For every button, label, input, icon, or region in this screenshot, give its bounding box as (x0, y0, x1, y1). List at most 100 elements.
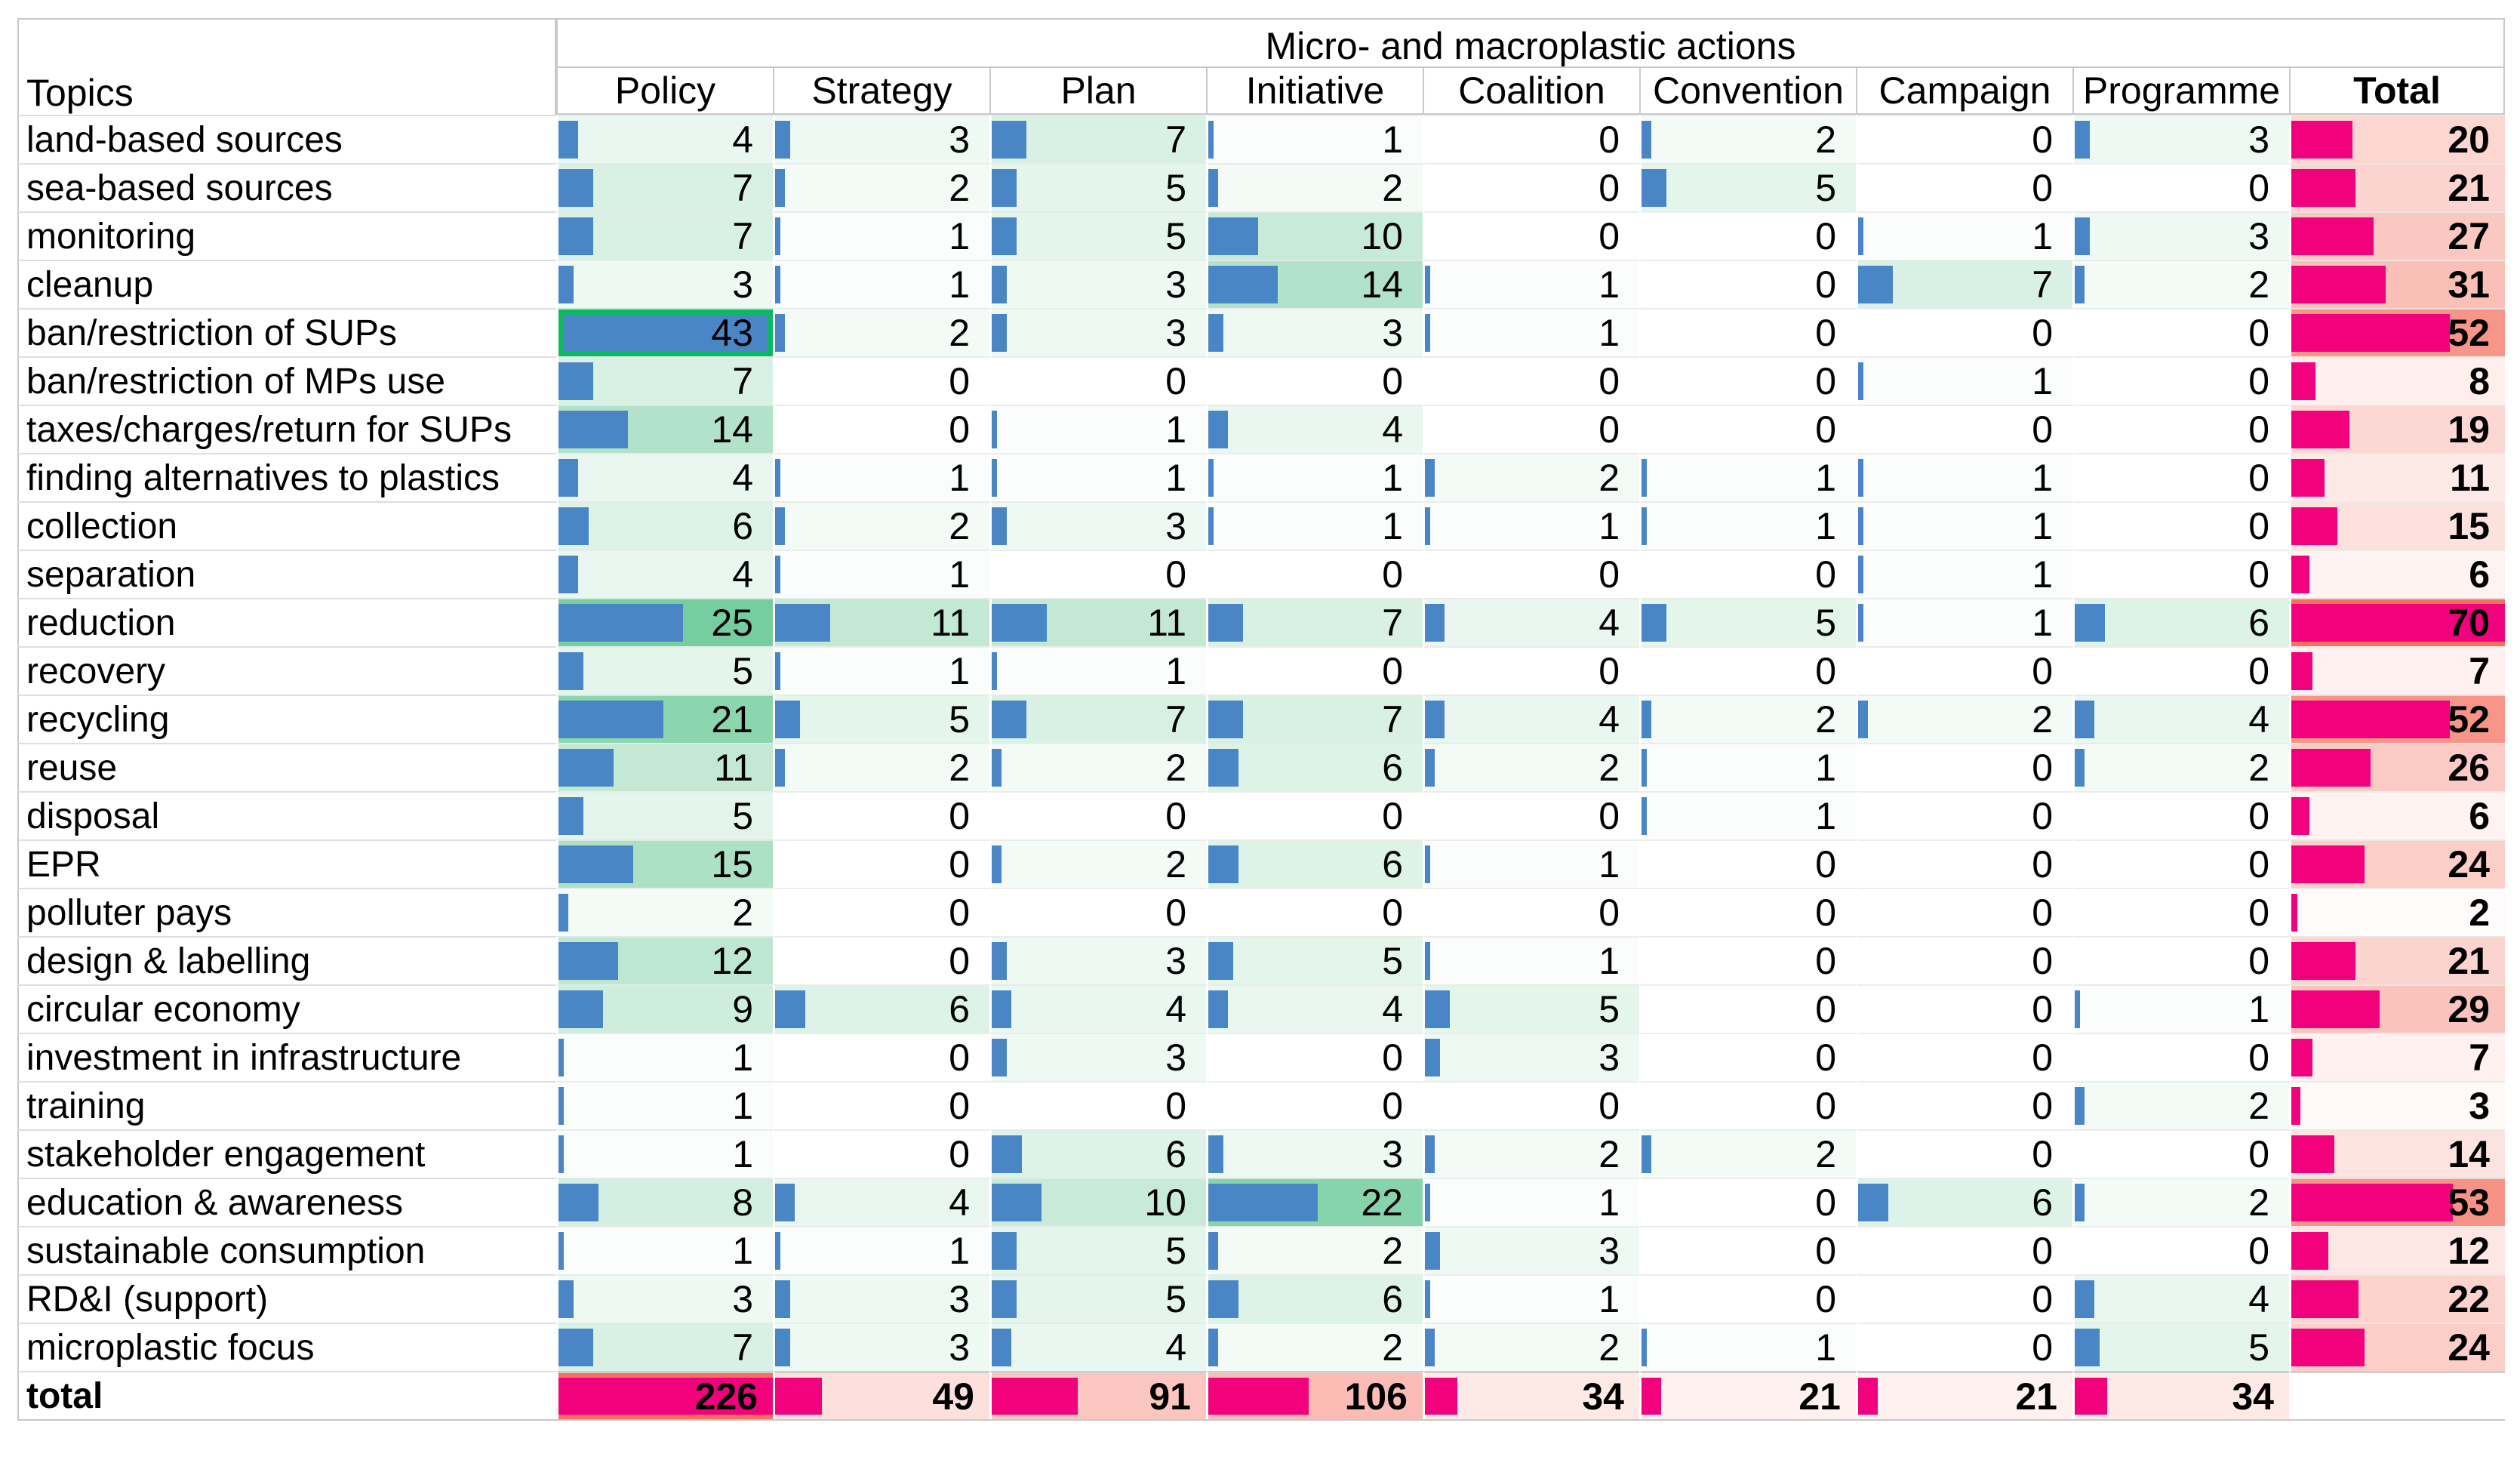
data-cell: 1 (1639, 1323, 1856, 1371)
cell-value: 24 (2448, 1326, 2490, 1369)
row-label: collection (17, 501, 556, 550)
data-bar (2291, 1087, 2301, 1125)
data-bar (775, 1184, 795, 1221)
cell-value: 0 (949, 1085, 970, 1127)
data-bar (992, 459, 997, 497)
cell-value: 0 (1815, 892, 1836, 934)
data-cell: 1 (989, 405, 1206, 453)
cell-value: 0 (949, 940, 970, 982)
cell-value: 0 (2032, 988, 2053, 1030)
cell-value: 1 (1598, 263, 1620, 306)
data-bar (775, 169, 786, 207)
cell-value: 1 (2032, 602, 2053, 644)
data-cell: 25 (556, 598, 773, 646)
data-cell: 0 (1639, 308, 1856, 356)
cell-value: 0 (2248, 312, 2269, 354)
cell-value: 1 (2032, 505, 2053, 547)
column-total-cell: 106 (1206, 1371, 1423, 1419)
cell-value: 5 (1165, 1278, 1186, 1320)
cell-value: 21 (711, 698, 753, 741)
data-bar (2291, 749, 2371, 787)
cell-value: 1 (949, 553, 970, 596)
data-cell: 0 (1856, 115, 2072, 163)
cell-value: 2 (1598, 747, 1620, 789)
cell-value: 0 (2248, 795, 2269, 837)
cell-value: 7 (732, 215, 753, 257)
row-label: RD&I (support) (17, 1274, 556, 1323)
cell-value: 31 (2448, 263, 2490, 306)
cell-value: 0 (2032, 843, 2053, 885)
cell-value: 4 (2248, 1278, 2269, 1320)
cell-value: 24 (2448, 843, 2490, 885)
data-cell: 1 (773, 260, 989, 308)
cell-value: 3 (1165, 940, 1186, 982)
cell-value: 8 (2469, 360, 2490, 402)
data-cell: 0 (773, 356, 989, 405)
cell-value: 0 (1598, 119, 1620, 161)
cell-value: 14 (1361, 263, 1403, 306)
cell-value: 0 (2032, 1278, 2053, 1320)
data-cell: 0 (1423, 791, 1639, 839)
data-cell: 2 (1423, 743, 1639, 791)
data-bar (558, 459, 579, 497)
data-cell: 4 (556, 453, 773, 501)
cell-value: 0 (2248, 553, 2269, 596)
cell-value: 2 (1382, 1230, 1403, 1272)
data-cell: 0 (1856, 1081, 2072, 1129)
cell-value: 0 (1165, 553, 1186, 596)
data-bar (2291, 1232, 2328, 1270)
data-bar (1425, 749, 1435, 787)
data-cell: 0 (773, 839, 989, 888)
row-label: recycling (17, 695, 556, 743)
cell-value: 0 (1815, 843, 1836, 885)
data-bar (558, 1184, 598, 1221)
cell-value: 9 (732, 988, 753, 1030)
data-bar (775, 701, 801, 738)
cell-value: 6 (1382, 843, 1403, 885)
data-cell: 2 (2072, 743, 2289, 791)
data-cell: 3 (2072, 211, 2289, 260)
data-cell: 1 (556, 1033, 773, 1081)
cell-value: 0 (1815, 263, 1836, 306)
data-cell: 1 (1856, 211, 2072, 260)
cell-value: 5 (949, 698, 970, 741)
data-bar (1858, 1184, 1888, 1221)
cell-value: 2 (1815, 698, 1836, 741)
column-total-cell: 34 (1423, 1371, 1639, 1419)
data-cell: 0 (1639, 1274, 1856, 1323)
data-bar (2291, 604, 2505, 642)
column-total-cell: 21 (1856, 1371, 2072, 1419)
data-bar (1425, 1184, 1430, 1221)
data-cell: 4 (556, 115, 773, 163)
cell-value: 4 (732, 553, 753, 596)
data-bar (1208, 121, 1214, 159)
data-cell: 1 (1423, 1274, 1639, 1323)
data-bar (775, 604, 830, 642)
cell-value: 0 (1598, 892, 1620, 934)
cell-value: 0 (1815, 650, 1836, 692)
data-cell: 1 (556, 1129, 773, 1178)
cell-value: 1 (1815, 505, 1836, 547)
cell-value: 1 (1382, 505, 1403, 547)
data-cell: 7 (556, 163, 773, 211)
data-cell: 14 (1206, 260, 1423, 308)
row-total-cell: 19 (2289, 405, 2505, 453)
data-cell: 4 (1206, 405, 1423, 453)
cell-value: 0 (1382, 892, 1403, 934)
cell-value: 0 (1815, 1181, 1836, 1224)
cell-value: 4 (2248, 698, 2269, 741)
data-cell: 6 (773, 984, 989, 1033)
data-cell: 0 (1639, 1226, 1856, 1274)
cell-value: 0 (1382, 650, 1403, 692)
data-cell: 1 (1856, 453, 2072, 501)
cell-value: 0 (1165, 795, 1186, 837)
cell-value: 0 (1382, 795, 1403, 837)
data-bar (558, 749, 614, 787)
data-cell: 2 (1639, 1129, 1856, 1178)
cell-value: 43 (711, 312, 753, 354)
cell-value: 0 (2032, 167, 2053, 209)
data-cell: 1 (773, 211, 989, 260)
cell-value: 3 (2248, 215, 2269, 257)
data-bar (1425, 604, 1445, 642)
data-cell: 10 (1206, 211, 1423, 260)
